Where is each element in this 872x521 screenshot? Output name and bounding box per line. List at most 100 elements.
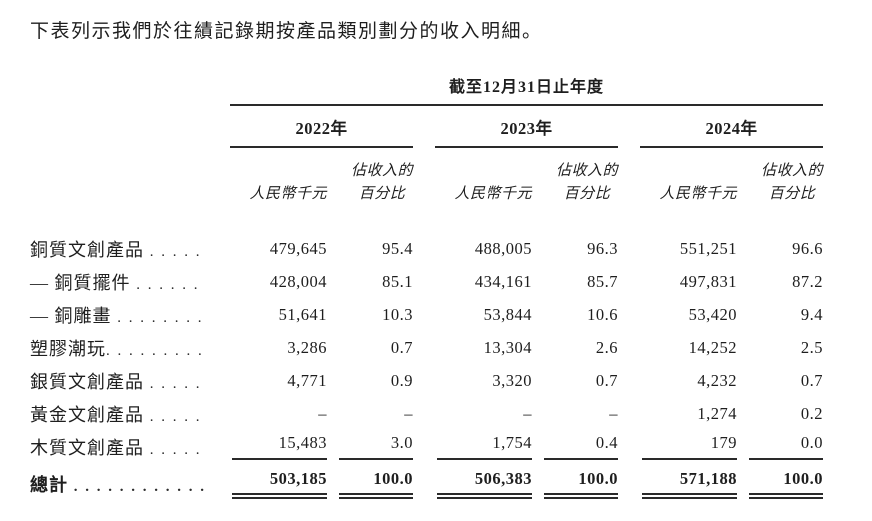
row-label: — 銅雕畫 [30, 305, 112, 326]
pct-header-2023: 佔收入的 百分比 [555, 163, 618, 202]
column-header-row: 人民幣千元 佔收入的 百分比 人民幣千元 佔收入的 百分比 人民幣千元 佔收入的 百分… [30, 147, 823, 205]
dot-leader: . . . . . . . . [111, 309, 204, 326]
amount-header-2022: 人民幣千元 [249, 185, 327, 202]
spacer-cell [618, 265, 640, 298]
dot-leader: . . . . . . . . . . . . [68, 479, 206, 495]
row-copper-sculpture: — 銅雕畫 . . . . . . . . 51,641 10.3 53,844… [30, 298, 823, 331]
cell-2024-pct: 0.0 [737, 430, 824, 463]
cell-2023-pct: 10.6 [587, 304, 618, 324]
cell-2024-pct: 9.4 [800, 304, 824, 324]
spacer-cell [618, 232, 640, 265]
spacer-cell [413, 147, 435, 205]
year-header-2024: 2024年 [640, 105, 824, 148]
cell-2024-pct: 2.5 [800, 337, 824, 357]
row-label: 木質文創產品 [30, 437, 144, 458]
row-total: 總計 . . . . . . . . . . . . 503,185 100.0… [30, 463, 824, 505]
spacer-cell [413, 232, 435, 265]
row-silver-products: 銀質文創產品 . . . . . 4,771 0.9 3,320 0.7 4,2… [30, 364, 823, 397]
spacer-cell [618, 397, 640, 430]
cell-2022-pct: – [404, 403, 413, 423]
spacer-cell [30, 71, 230, 105]
cell-2024-pct: 96.6 [792, 238, 824, 258]
cell-2022-amount: 4,771 [287, 370, 327, 390]
spacer-cell [30, 105, 230, 147]
row-gold-products: 黃金文創產品 . . . . . – – – – 1,274 0.2 [30, 397, 823, 430]
year-header-2023: 2023年 [435, 105, 618, 148]
cell-2023-amount-total: 506,383 [435, 463, 532, 505]
spacer-cell [618, 298, 640, 331]
year-header-2022: 2022年 [230, 105, 413, 148]
cell-2022-pct: 0.9 [390, 370, 413, 390]
amount-header-2024: 人民幣千元 [659, 185, 737, 202]
cell-2024-amount: 53,420 [688, 304, 737, 324]
row-label: — 銅質擺件 [30, 272, 131, 293]
year-header-row: 2022年 2023年 2024年 [30, 105, 824, 148]
row-label: 銀質文創產品 [30, 371, 144, 392]
spacer-row [30, 205, 823, 232]
dot-leader: . . . . . . . . . [106, 342, 204, 359]
spacer-cell [30, 205, 823, 232]
cell-2023-amount: 53,844 [483, 304, 532, 324]
spacer-cell [413, 463, 435, 505]
row-label-cell: — 銅質擺件 . . . . . . [30, 265, 230, 298]
spacer-cell [413, 430, 435, 463]
dot-leader: . . . . . [144, 441, 202, 458]
cell-2024-amount: 497,831 [679, 271, 737, 291]
cell-2022-pct: 3.0 [327, 430, 413, 463]
cell-2023-pct: 85.7 [587, 271, 618, 291]
pct-header-2022: 佔收入的 百分比 [350, 163, 413, 202]
cell-2022-amount: 15,483 [230, 430, 327, 463]
row-copper-ornaments: — 銅質擺件 . . . . . . 428,004 85.1 434,161 … [30, 265, 823, 298]
dot-leader: . . . . . [144, 408, 202, 425]
cell-2023-amount: 1,754 [435, 430, 532, 463]
period-header: 截至12月31日止年度 [230, 71, 824, 106]
dot-leader: . . . . . [144, 375, 202, 392]
row-wood-products: 木質文創產品 . . . . . 15,483 3.0 1,754 0.4 17… [30, 430, 824, 463]
cell-2024-pct: 0.7 [800, 370, 824, 390]
row-label-cell: — 銅雕畫 . . . . . . . . [30, 298, 230, 331]
cell-2023-pct-total: 100.0 [532, 463, 618, 505]
row-label: 總計 [30, 475, 68, 495]
cell-2022-pct: 0.7 [390, 337, 413, 357]
cell-2023-pct: 2.6 [595, 337, 618, 357]
spacer-cell [413, 364, 435, 397]
dot-leader: . . . . . [144, 243, 202, 260]
row-copper-products: 銅質文創產品 . . . . . 479,645 95.4 488,005 96… [30, 232, 823, 265]
cell-2022-amount: 479,645 [269, 238, 327, 258]
cell-2022-pct: 10.3 [382, 304, 413, 324]
cell-2022-pct: 95.4 [382, 238, 413, 258]
amount-header-2023: 人民幣千元 [454, 185, 532, 202]
cell-2024-amount: 14,252 [688, 337, 737, 357]
period-header-row: 截至12月31日止年度 [30, 71, 824, 106]
spacer-cell [30, 147, 230, 205]
spacer-cell [413, 105, 435, 147]
intro-paragraph: 下表列示我們於往績記錄期按產品類別劃分的收入明細。 [30, 21, 543, 42]
cell-2024-amount: 4,232 [697, 370, 737, 390]
spacer-cell [618, 147, 640, 205]
cell-2024-pct: 87.2 [792, 271, 824, 291]
row-label-cell: 塑膠潮玩. . . . . . . . . [30, 331, 230, 364]
spacer-cell [413, 331, 435, 364]
spacer-cell [618, 105, 640, 147]
cell-2024-pct-total: 100.0 [737, 463, 824, 505]
cell-2022-amount: 428,004 [269, 271, 327, 291]
cell-2023-pct: – [609, 403, 618, 423]
cell-2022-pct: 85.1 [382, 271, 413, 291]
cell-2024-amount-total: 571,188 [640, 463, 737, 505]
cell-2023-pct: 0.4 [532, 430, 618, 463]
cell-2022-amount: 51,641 [278, 304, 327, 324]
spacer-cell [618, 331, 640, 364]
cell-2022-pct-total: 100.0 [327, 463, 413, 505]
cell-2023-pct: 0.7 [595, 370, 618, 390]
spacer-cell [413, 298, 435, 331]
row-label: 塑膠潮玩 [30, 338, 106, 359]
cell-2024-amount: 551,251 [679, 238, 737, 258]
cell-2023-amount: 488,005 [474, 238, 532, 258]
spacer-cell [618, 430, 640, 463]
spacer-cell [413, 265, 435, 298]
row-label: 銅質文創產品 [30, 239, 144, 260]
dot-leader: . . . . . . [130, 276, 200, 293]
cell-2024-pct: 0.2 [800, 403, 824, 423]
spacer-cell [618, 364, 640, 397]
pct-header-2024: 佔收入的 百分比 [761, 163, 824, 202]
